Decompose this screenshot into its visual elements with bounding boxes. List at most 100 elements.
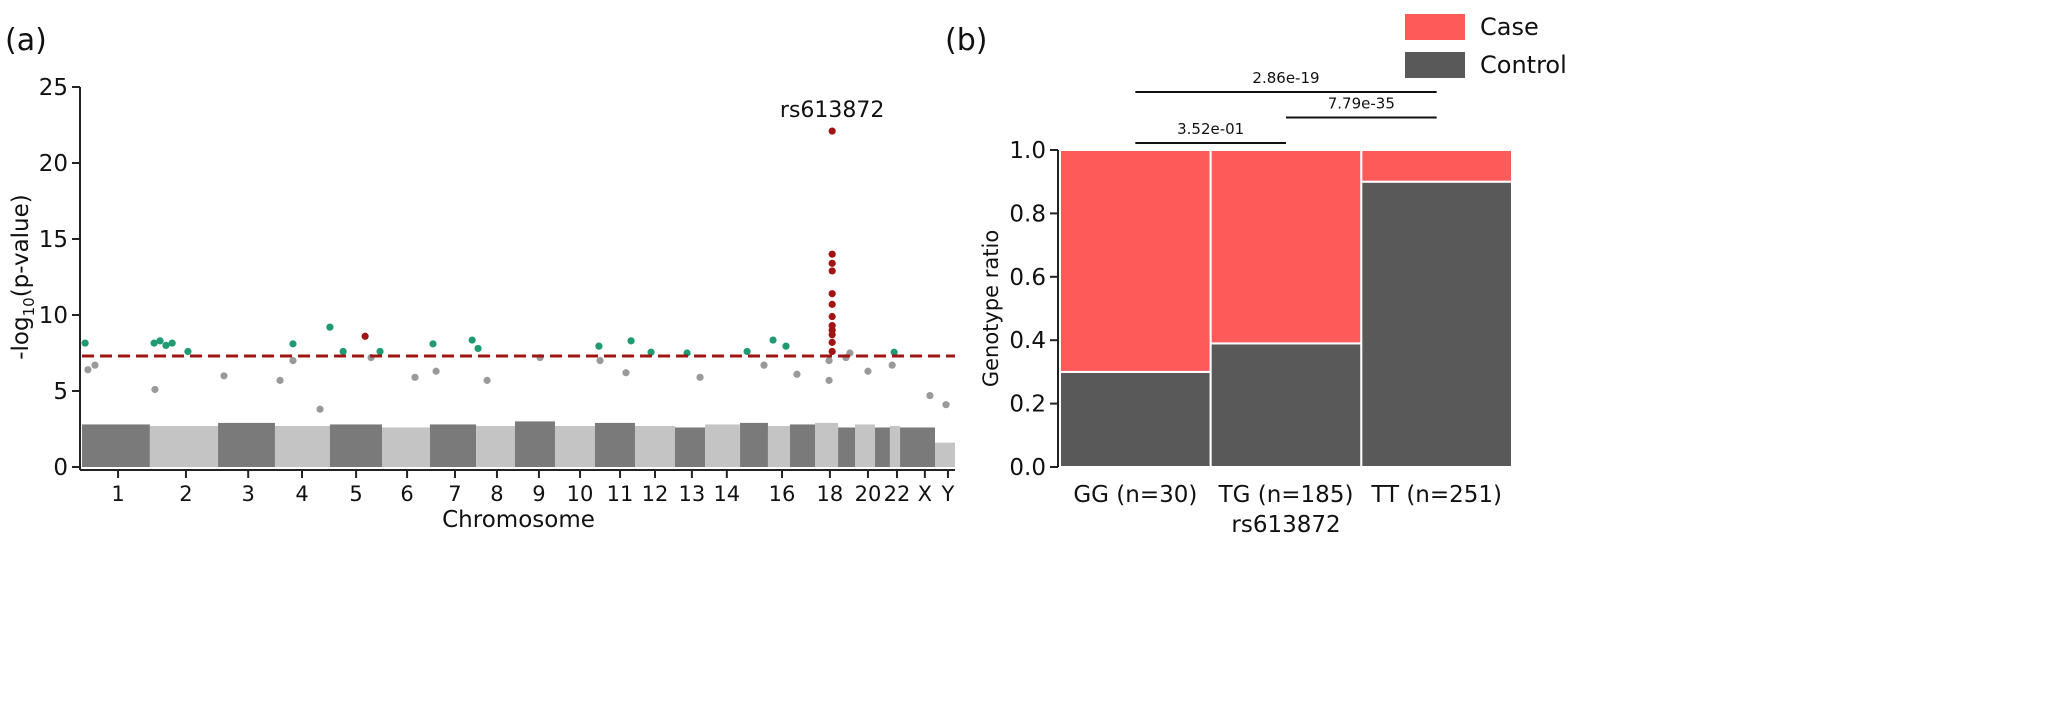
snp-point [696,373,704,381]
snp-point [162,341,170,349]
snp-point [760,361,768,369]
snp-point [376,347,384,356]
snp-point [825,376,833,384]
x-tick-label: TT (n=251) [1370,482,1502,508]
x-tick-label: 6 [400,482,413,506]
snp-point [151,385,159,394]
y-axis-label-part: -log [8,316,34,359]
snp-point [828,331,836,339]
chromosome-band [674,427,706,467]
bar-segment [1209,149,1363,345]
x-tick-label: 13 [679,482,706,506]
snp-point [220,372,228,380]
y-tick-label: 0.4 [1009,328,1046,354]
snp-point [825,357,833,365]
legend-label: Case [1480,13,1539,41]
chromosome-band [767,425,790,467]
x-tick-label: X [918,482,932,506]
x-tick-label: GG (n=30) [1073,482,1197,508]
chromosome-band [594,422,635,467]
snp-point [828,312,836,321]
snp-point [81,339,89,347]
snp-point [622,369,630,377]
snp-point [627,337,635,345]
legend-swatch [1405,14,1465,40]
y-tick-label: 0.8 [1009,201,1046,227]
y-tick-label: 15 [39,227,68,253]
chromosome-band [82,424,150,467]
snp-point [828,259,836,267]
snp-point [150,339,158,347]
snp-point [743,347,751,356]
snp-point [828,250,836,258]
snp-point [361,332,369,340]
x-tick-label: 1 [111,482,124,506]
snp-point [828,267,836,275]
snp-point [828,338,836,346]
chromosome-band [740,422,768,467]
y-tick-label: 0.0 [1009,455,1046,481]
snp-point [828,290,836,298]
x-tick-label: TG (n=185) [1218,482,1354,508]
snp-point [326,323,334,331]
chromosome-band [838,427,855,467]
y-axis-label: -log10(p-value) [8,194,38,360]
chromosome-band [554,425,595,467]
y-axis-label-part: 10 [20,297,38,316]
snp-point [316,405,324,413]
legend-swatch [1405,52,1465,78]
chromosome-band [934,442,955,467]
snp-point [168,339,176,347]
snp-point [91,361,99,369]
chromosome-band [634,425,675,467]
snp-point [483,376,491,384]
snp-point [339,347,347,356]
x-tick-label: 7 [448,482,461,506]
snp-point [432,367,440,375]
chromosome-band [149,425,219,467]
comparison-p-value: 7.79e-35 [1328,95,1395,113]
bar-segment [1360,180,1514,468]
y-tick-label: 25 [39,75,68,101]
bar-segment [1209,342,1363,468]
y-tick-label: 1.0 [1009,138,1046,164]
snp-point [596,357,604,365]
snp-point [828,347,836,356]
chromosome-band [476,425,515,467]
chromosome-band [429,424,477,467]
x-tick-label: 22 [884,482,911,506]
snp-point [289,357,297,365]
annotation: rs613872 [780,98,885,123]
chromosome-band [854,424,875,467]
snp-point [782,342,790,350]
x-tick-label: 11 [607,482,634,506]
x-axis-label: Chromosome [442,507,595,533]
snp-point [793,370,801,378]
snp-point [595,342,603,350]
chromosome-band [900,427,935,467]
snp-point [926,391,934,400]
chromosome-band [789,424,815,467]
snp-point [769,336,777,344]
y-axis-label: Genotype ratio [979,230,1003,387]
x-tick-label: 9 [532,482,545,506]
snp-point [84,366,92,374]
snp-point [468,336,476,344]
x-tick-label: 20 [855,482,882,506]
y-tick-label: 5 [53,379,68,405]
x-tick-label: 10 [567,482,594,506]
chromosome-band [889,425,901,467]
chromosome-band [218,422,275,467]
snp-point [184,347,192,356]
snp-point [289,340,297,348]
snp-point [828,300,836,308]
chromosome-band [329,424,383,467]
y-tick-label: 10 [39,303,68,329]
panel-label: (b) [945,23,987,58]
x-tick-label: 3 [242,482,255,506]
snp-point [890,348,898,356]
chromosome-band [705,424,741,467]
y-tick-label: 0.6 [1009,265,1046,291]
x-tick-label: 4 [295,482,308,506]
